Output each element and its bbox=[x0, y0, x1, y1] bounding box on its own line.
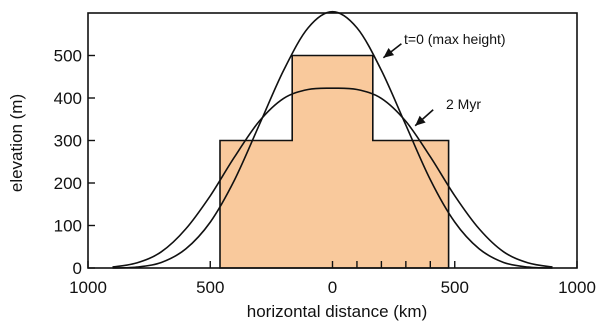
annotation-2myr-label: 2 Myr bbox=[446, 96, 481, 112]
y-axis-title: elevation (m) bbox=[7, 94, 26, 192]
y-tick-label: 400 bbox=[54, 89, 82, 108]
series-line-t0 bbox=[112, 10, 553, 269]
series-line-2myr bbox=[112, 87, 553, 268]
y-tick-label: 300 bbox=[54, 132, 82, 151]
x-tick-label: 1000 bbox=[558, 278, 596, 297]
y-tick-label: 500 bbox=[54, 47, 82, 66]
x-tick-label: 500 bbox=[441, 278, 469, 297]
initial-profile-fill bbox=[219, 54, 450, 269]
x-tick-label: 500 bbox=[196, 278, 224, 297]
y-tick-label: 0 bbox=[73, 259, 82, 278]
x-axis-title: horizontal distance (km) bbox=[247, 302, 427, 321]
plot-area bbox=[112, 10, 553, 269]
annotation-t0-arrow-head bbox=[383, 48, 395, 58]
x-tick-label: 0 bbox=[328, 278, 337, 297]
axes: 0 100 200 300 400 500 1000 500 0 500 1000 bbox=[54, 12, 596, 297]
annotations: t=0 (max height) 2 Myr bbox=[382, 31, 506, 127]
annotation-2myr-arrow-head bbox=[415, 115, 426, 126]
x-tick-label: 1000 bbox=[69, 278, 107, 297]
annotation-t0-label: t=0 (max height) bbox=[404, 31, 506, 47]
y-tick-label: 100 bbox=[54, 217, 82, 236]
y-tick-label: 200 bbox=[54, 174, 82, 193]
